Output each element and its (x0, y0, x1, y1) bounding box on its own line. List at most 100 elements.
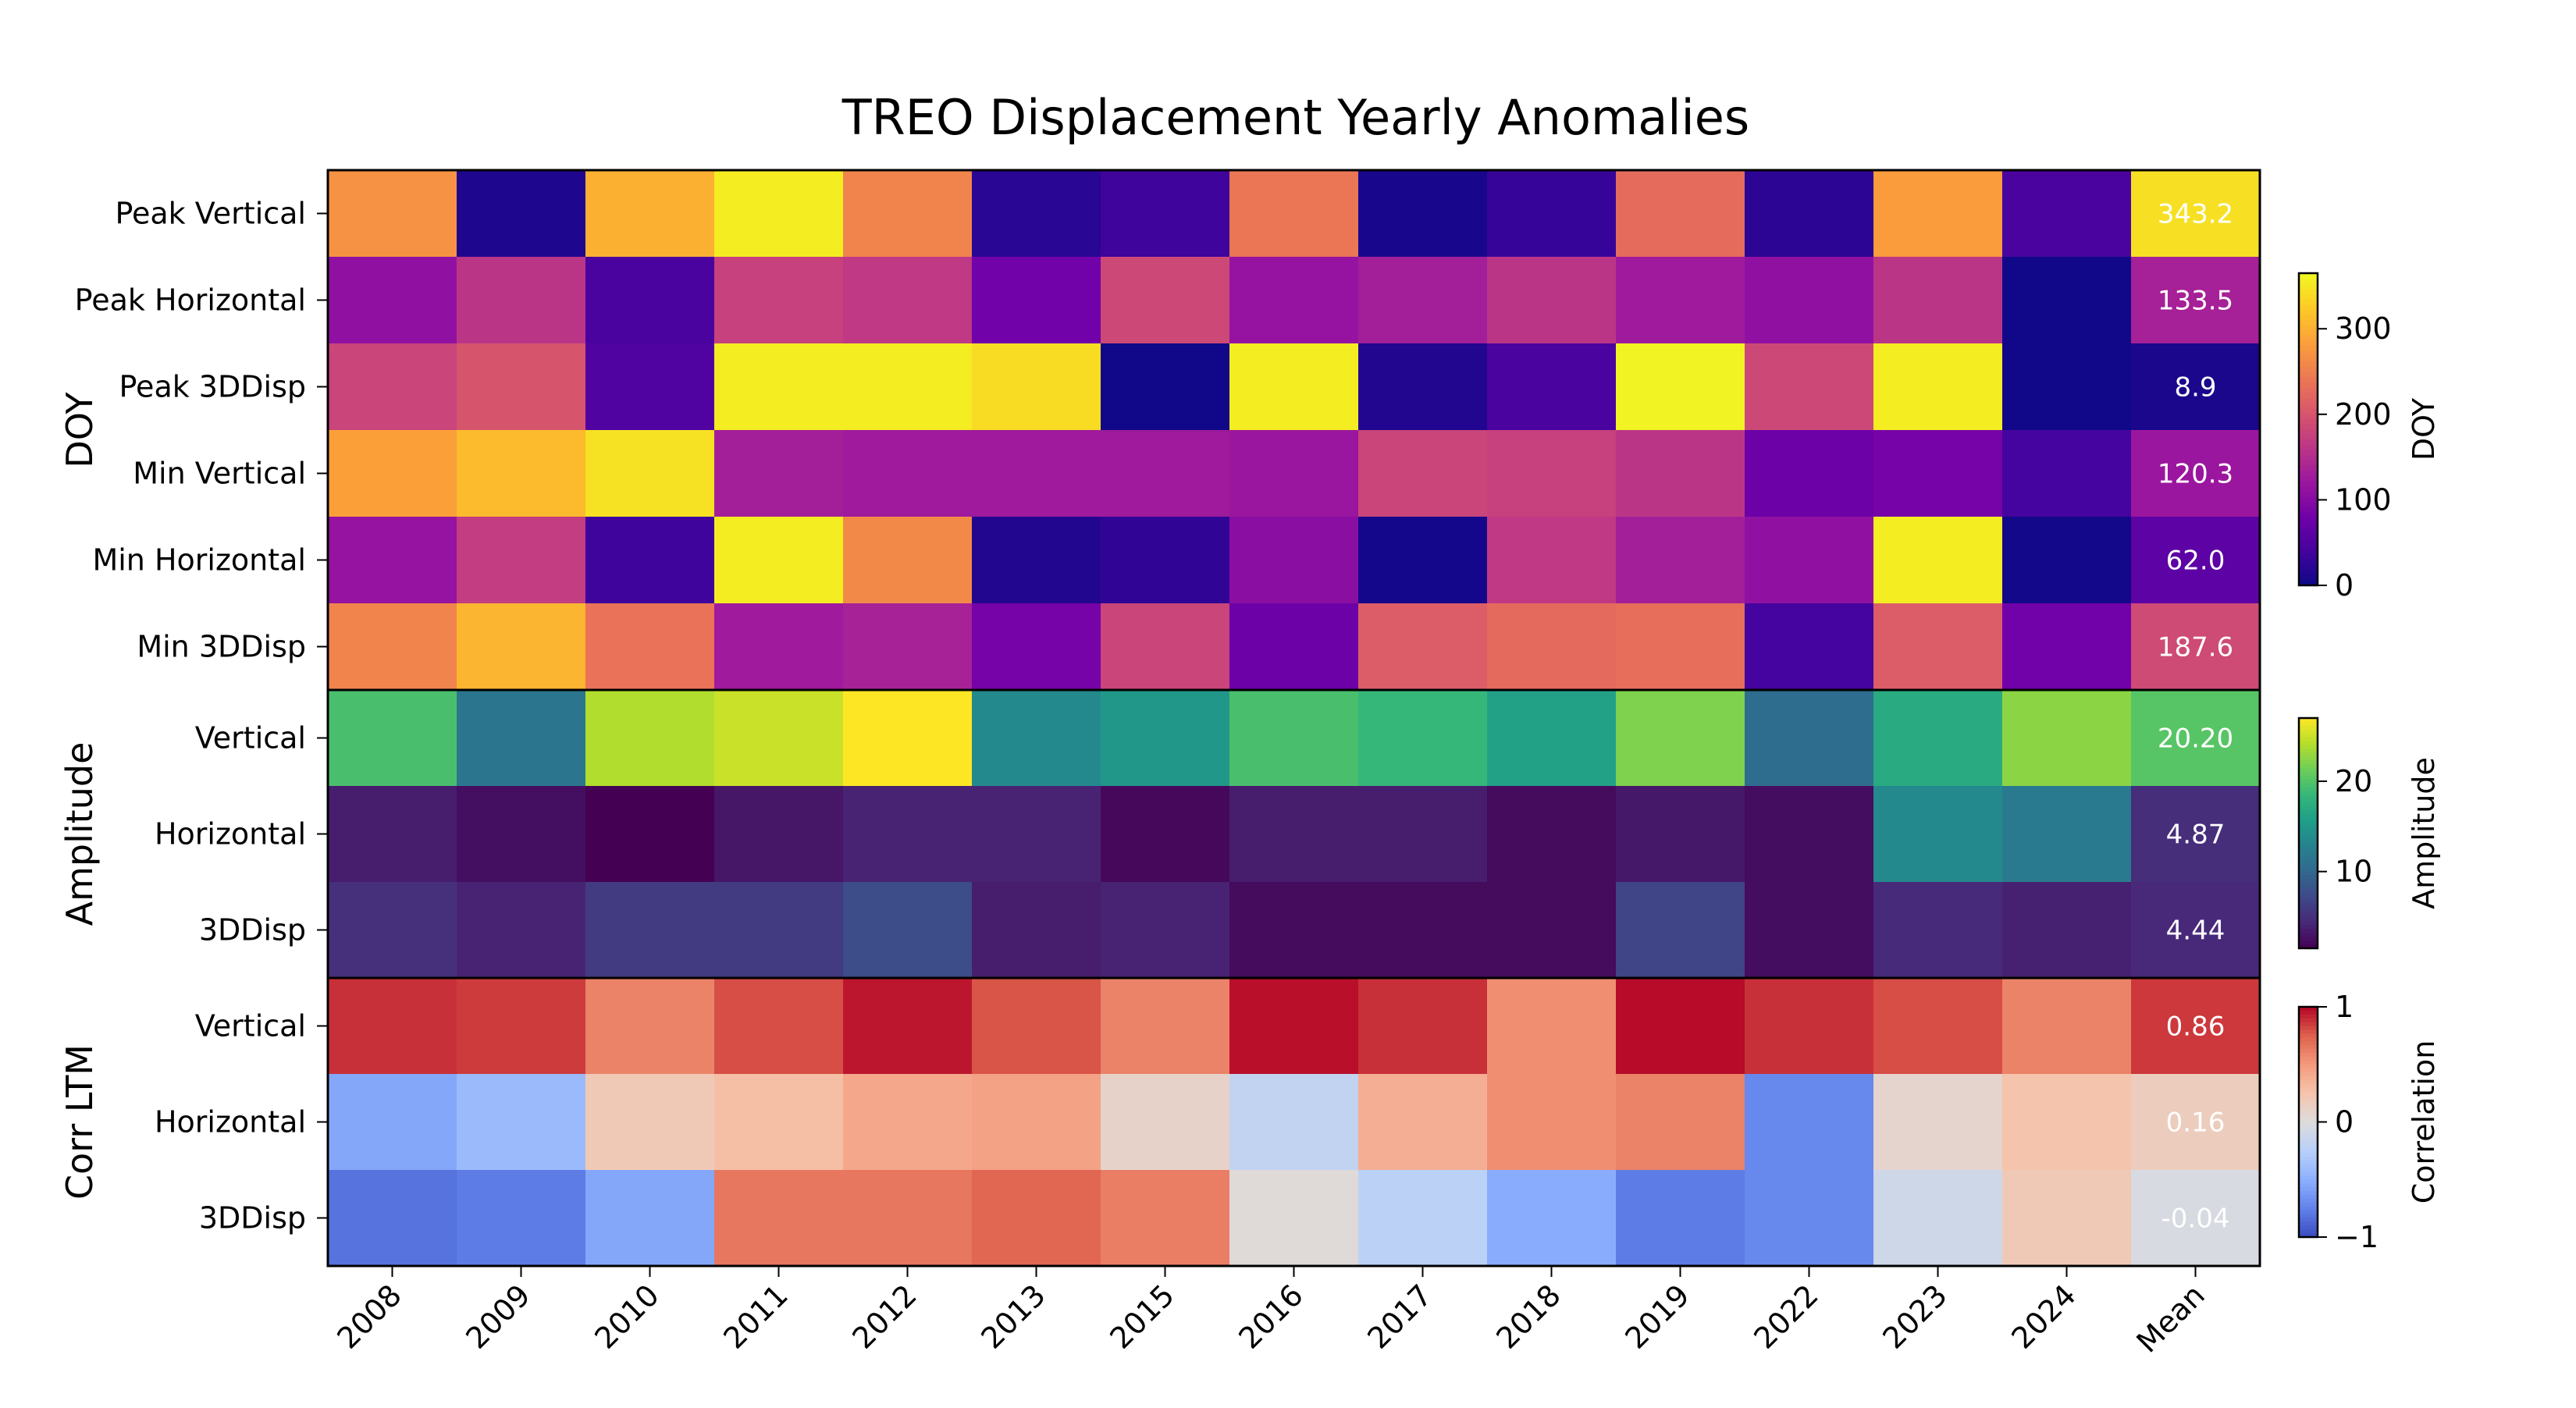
heatmap-cell (2002, 978, 2132, 1075)
heatmap-cell (1358, 1074, 1488, 1171)
heatmap-cell (2131, 343, 2261, 431)
heatmap-cell (1745, 170, 1874, 258)
colorbar-0: 0 100 200 300 DOY (2297, 272, 2441, 603)
heatmap-cell (457, 343, 586, 431)
heatmap-cell (328, 603, 457, 691)
row-label: 3DDisp (199, 1201, 306, 1236)
heatmap-cell (1873, 786, 2003, 883)
mean-value-label: 4.44 (2166, 916, 2226, 947)
heatmap-cell (1487, 430, 1617, 517)
column-label: 2016 (1232, 1278, 1310, 1356)
heatmap-cell (457, 786, 586, 883)
heatmap-cell (1229, 603, 1359, 691)
group-label: Corr LTM (59, 1044, 101, 1200)
column-label: Mean (2130, 1278, 2211, 1359)
heatmap-cell (1487, 882, 1617, 979)
heatmap-cell (1101, 603, 1230, 691)
heatmap-cell (585, 430, 715, 517)
heatmap-cell (1745, 978, 1874, 1075)
heatmap-cell (843, 882, 973, 979)
heatmap-cell (457, 1170, 586, 1267)
heatmap-cell (328, 882, 457, 979)
heatmap-cell (1745, 690, 1874, 787)
heatmap-cells (328, 170, 2261, 1267)
heatmap-cell (1873, 603, 2003, 691)
heatmap-cell (1358, 603, 1488, 691)
heatmap-cell (328, 257, 457, 344)
heatmap-cell (457, 517, 586, 604)
heatmap-cell (1358, 170, 1488, 258)
heatmap-cell (1745, 257, 1874, 344)
heatmap-cell (1873, 430, 2003, 517)
heatmap-cell (714, 430, 844, 517)
heatmap-cell (2002, 603, 2132, 691)
colorbar-tick-label: 200 (2335, 397, 2392, 432)
colorbar-tick-label: 100 (2335, 482, 2392, 517)
column-label: 2019 (1618, 1278, 1696, 1356)
heatmap-cell (1487, 257, 1617, 344)
heatmap-cell (1229, 882, 1359, 979)
heatmap-cell (1487, 343, 1617, 431)
heatmap-cell (2002, 690, 2132, 787)
heatmap-cell (1616, 170, 1745, 258)
heatmap-cell (843, 430, 973, 517)
heatmap-cell (1229, 978, 1359, 1075)
heatmap-cell (328, 517, 457, 604)
heatmap-cell (1745, 603, 1874, 691)
heatmap-cell (1487, 517, 1617, 604)
panel-2 (328, 978, 2261, 1267)
heatmap-cell (585, 517, 715, 604)
heatmap-cell (2002, 343, 2132, 431)
group-label: Amplitude (59, 742, 101, 926)
mean-value-label: 343.2 (2158, 199, 2233, 230)
heatmap-cell (1745, 343, 1874, 431)
heatmap-cell (1101, 430, 1230, 517)
column-label: 2017 (1361, 1278, 1439, 1356)
heatmap-cell (2131, 603, 2261, 691)
mean-value-label: 187.6 (2158, 632, 2233, 663)
colorbar-2: −1 0 1 Correlation (2297, 990, 2441, 1254)
colorbar-1: 10 20 Amplitude (2297, 716, 2441, 950)
heatmap-cell (2131, 690, 2261, 787)
heatmap-cell (1229, 1170, 1359, 1267)
heatmap-cell (714, 603, 844, 691)
heatmap-cell (1358, 882, 1488, 979)
heatmap-cell (328, 1074, 457, 1171)
heatmap-cell (457, 978, 586, 1075)
heatmap-cell (714, 170, 844, 258)
heatmap-cell (585, 786, 715, 883)
row-label: Min Vertical (133, 457, 306, 491)
heatmap-cell (328, 786, 457, 883)
heatmap-cell (1101, 343, 1230, 431)
heatmap-cell (2131, 170, 2261, 258)
mean-value-label: 20.20 (2158, 724, 2233, 755)
heatmap-cell (1229, 343, 1359, 431)
heatmap-cell (972, 343, 1101, 431)
mean-value-label: 62.0 (2166, 546, 2226, 577)
column-label: 2022 (1747, 1278, 1825, 1356)
heatmap-cell (1873, 517, 2003, 604)
colorbar-tick-label: −1 (2335, 1220, 2379, 1254)
heatmap-cell (843, 343, 973, 431)
colorbars: 0 100 200 300 DOY 10 20 Amplitude −1 0 1 Correlatio… (2297, 272, 2441, 1254)
colorbar-tick-label: 20 (2335, 764, 2372, 798)
chart-title: TREO Displacement Yearly Anomalies (841, 89, 1749, 146)
heatmap-cell (843, 170, 973, 258)
heatmap-cell (714, 517, 844, 604)
heatmap-cell (1616, 603, 1745, 691)
row-label: Min Horizontal (92, 543, 306, 578)
heatmap-cell (328, 1170, 457, 1267)
heatmap-cell (972, 517, 1101, 604)
heatmap-cell (2002, 170, 2132, 258)
heatmap-cell (1487, 786, 1617, 883)
heatmap-cell (1487, 978, 1617, 1075)
column-label: 2008 (330, 1278, 408, 1356)
heatmap-cell (2002, 1170, 2132, 1267)
heatmap-cell (714, 1074, 844, 1171)
heatmap-cell (972, 1074, 1101, 1171)
mean-value-label: 0.86 (2166, 1012, 2226, 1043)
colorbar-tick-label: 0 (2335, 1105, 2354, 1140)
heatmap-cell (1487, 170, 1617, 258)
heatmap-cell (1229, 257, 1359, 344)
